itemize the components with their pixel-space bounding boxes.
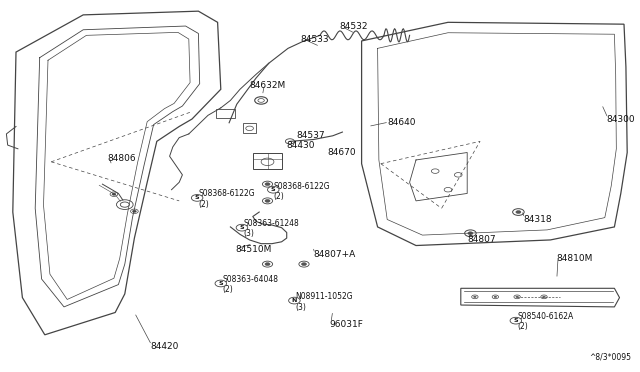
Text: 84807: 84807 — [467, 235, 496, 244]
Circle shape — [265, 183, 270, 186]
Circle shape — [543, 296, 545, 298]
Text: 84640: 84640 — [387, 118, 416, 127]
Circle shape — [494, 296, 497, 298]
Circle shape — [112, 193, 116, 195]
Circle shape — [191, 195, 203, 201]
Text: S08540-6162A
(2): S08540-6162A (2) — [517, 312, 573, 331]
Circle shape — [516, 296, 518, 298]
Text: 84632M: 84632M — [250, 81, 286, 90]
Text: 96031F: 96031F — [330, 320, 364, 329]
Circle shape — [236, 224, 248, 231]
Circle shape — [265, 263, 270, 266]
Circle shape — [215, 280, 227, 287]
Text: S: S — [271, 187, 276, 192]
Circle shape — [468, 232, 473, 235]
Text: S08363-64048
(2): S08363-64048 (2) — [222, 275, 278, 294]
Text: 84510M: 84510M — [236, 245, 272, 254]
Circle shape — [132, 210, 136, 212]
Circle shape — [516, 211, 521, 214]
Circle shape — [265, 199, 270, 202]
Text: S08368-6122G
(2): S08368-6122G (2) — [273, 182, 330, 201]
Text: S08368-6122G
(2): S08368-6122G (2) — [198, 189, 255, 209]
Text: S: S — [239, 225, 244, 230]
Text: 84810M: 84810M — [557, 254, 593, 263]
Text: S: S — [218, 281, 223, 286]
Circle shape — [474, 296, 476, 298]
Text: 84430: 84430 — [286, 141, 315, 150]
Circle shape — [510, 317, 522, 324]
Text: 84670: 84670 — [328, 148, 356, 157]
Text: 84532: 84532 — [339, 22, 368, 31]
Text: 84300: 84300 — [607, 115, 636, 124]
Text: 84318: 84318 — [524, 215, 552, 224]
Text: 84806: 84806 — [108, 154, 136, 163]
Text: ^8/3*0095: ^8/3*0095 — [589, 353, 631, 362]
Text: S08363-61248
(3): S08363-61248 (3) — [243, 219, 299, 238]
Text: 84537: 84537 — [296, 131, 325, 140]
Text: N: N — [292, 298, 297, 303]
Text: N08911-1052G
(3): N08911-1052G (3) — [296, 292, 353, 312]
Text: S: S — [513, 318, 518, 323]
Circle shape — [268, 186, 279, 193]
Text: 84807+A: 84807+A — [314, 250, 356, 259]
Circle shape — [289, 297, 300, 304]
Text: 84533: 84533 — [301, 35, 330, 44]
Text: 84420: 84420 — [150, 342, 179, 351]
Text: S: S — [195, 195, 200, 201]
Circle shape — [301, 263, 307, 266]
